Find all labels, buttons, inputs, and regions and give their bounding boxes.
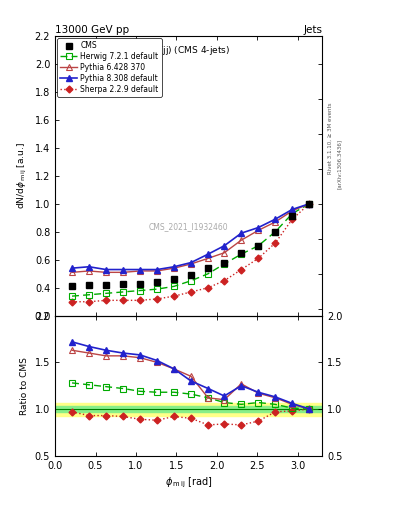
CMS: [256, 243, 261, 249]
Text: Rivet 3.1.10, ≥ 3M events: Rivet 3.1.10, ≥ 3M events: [328, 102, 333, 174]
CMS: [138, 281, 142, 287]
CMS: [172, 276, 176, 283]
CMS: [87, 282, 92, 288]
Text: 13000 GeV pp: 13000 GeV pp: [55, 25, 129, 35]
Text: [arXiv:1306.3436]: [arXiv:1306.3436]: [337, 139, 342, 189]
CMS: [206, 265, 210, 271]
CMS: [155, 279, 160, 285]
Text: CMS_2021_I1932460: CMS_2021_I1932460: [149, 222, 228, 231]
Legend: CMS, Herwig 7.2.1 default, Pythia 6.428 370, Pythia 8.308 default, Sherpa 2.2.9 : CMS, Herwig 7.2.1 default, Pythia 6.428 …: [57, 38, 162, 97]
Y-axis label: dN/d$\phi_{\rm\,m\,ij}$ [a.u.]: dN/d$\phi_{\rm\,m\,ij}$ [a.u.]: [16, 142, 29, 209]
Line: CMS: CMS: [69, 201, 312, 289]
Text: $\Delta\phi$(jj) (CMS 4-jets): $\Delta\phi$(jj) (CMS 4-jets): [147, 44, 230, 57]
CMS: [121, 281, 125, 287]
X-axis label: $\phi_{\rm\,m\,ij}$ [rad]: $\phi_{\rm\,m\,ij}$ [rad]: [165, 476, 212, 490]
CMS: [222, 260, 227, 266]
CMS: [189, 272, 193, 278]
CMS: [104, 282, 108, 288]
CMS: [239, 250, 244, 256]
CMS: [70, 283, 74, 289]
CMS: [273, 229, 277, 235]
Y-axis label: Ratio to CMS: Ratio to CMS: [20, 357, 29, 415]
CMS: [307, 201, 312, 207]
Text: Jets: Jets: [303, 25, 322, 35]
CMS: [290, 214, 295, 220]
